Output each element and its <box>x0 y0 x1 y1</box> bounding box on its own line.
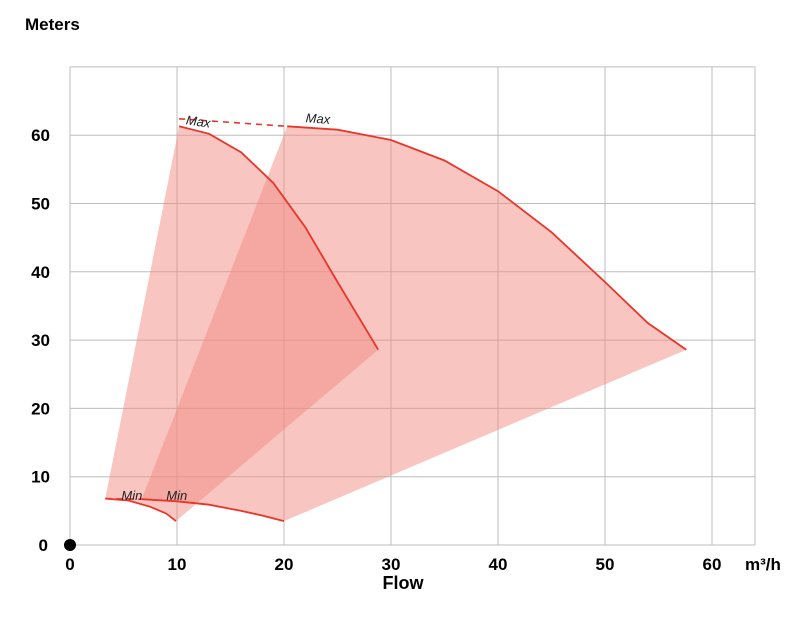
x-axis-title: Flow <box>383 573 425 593</box>
x-tick-40: 40 <box>489 555 508 574</box>
x-tick-20: 20 <box>275 555 294 574</box>
min-curve-2 <box>141 498 285 522</box>
x-tick-0: 0 <box>65 555 74 574</box>
y-tick-20: 20 <box>31 399 50 418</box>
x-axis-unit: m³/h <box>745 555 781 574</box>
curves <box>105 118 687 522</box>
min-label-2: Min <box>166 488 187 503</box>
y-axis-title: Meters <box>25 15 80 34</box>
curve-labels: Max Min Max Min <box>121 110 331 503</box>
max-label-1: Max <box>185 112 212 130</box>
fan-areas <box>105 126 687 522</box>
x-tick-60: 60 <box>703 555 722 574</box>
y-tick-10: 10 <box>31 468 50 487</box>
y-tick-40: 40 <box>31 263 50 282</box>
max-curve-1 <box>178 125 379 351</box>
x-tick-50: 50 <box>596 555 615 574</box>
x-tick-10: 10 <box>168 555 187 574</box>
y-tick-50: 50 <box>31 195 50 214</box>
max-curve-2 <box>287 125 687 351</box>
y-tick-0: 0 <box>39 536 48 555</box>
fan-area-2 <box>141 126 687 522</box>
y-tick-30: 30 <box>31 331 50 350</box>
tick-labels: 0 10 20 30 40 50 60 0 10 20 30 40 50 60 <box>31 126 721 574</box>
min-label-1: Min <box>121 488 142 503</box>
max-label-2: Max <box>305 110 331 127</box>
y-tick-60: 60 <box>31 126 50 145</box>
origin-dot <box>64 539 76 551</box>
dashed-connector-1 <box>179 118 288 128</box>
x-tick-30: 30 <box>382 555 401 574</box>
min-curve-1 <box>105 497 177 522</box>
